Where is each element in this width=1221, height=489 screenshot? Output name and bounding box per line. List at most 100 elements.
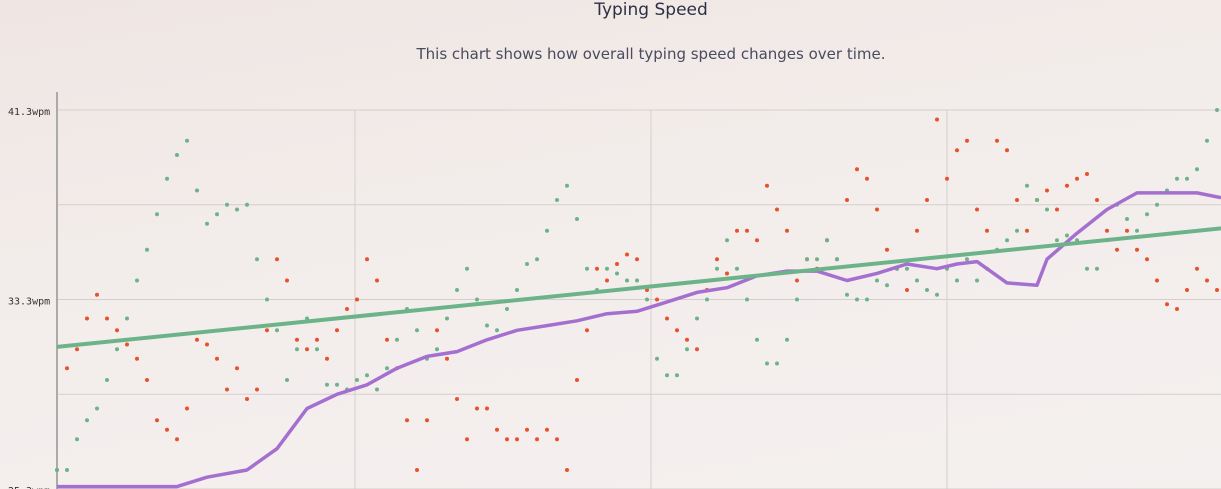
dot — [95, 406, 99, 411]
dot — [615, 271, 619, 276]
dot — [65, 366, 69, 371]
line — [56, 226, 1221, 349]
dot — [335, 328, 339, 333]
dot — [605, 266, 609, 271]
dot — [645, 288, 649, 293]
dot — [275, 257, 279, 262]
dot — [745, 228, 749, 233]
dot — [595, 266, 599, 271]
dot — [1195, 266, 1199, 271]
dot — [875, 278, 879, 283]
dot — [715, 257, 719, 262]
dot — [65, 468, 69, 473]
dot — [195, 337, 199, 342]
dot — [315, 347, 319, 352]
dot — [785, 337, 789, 342]
dot — [765, 361, 769, 366]
dot — [185, 406, 189, 411]
dot — [995, 138, 999, 143]
dot — [1065, 183, 1069, 188]
dot — [165, 176, 169, 181]
dot-series — [55, 117, 1219, 473]
dot — [1215, 288, 1219, 293]
dot — [435, 328, 439, 333]
dot — [1185, 176, 1189, 181]
dot — [225, 387, 229, 392]
dot — [205, 342, 209, 347]
dot — [1095, 198, 1099, 203]
dot — [135, 356, 139, 361]
dot — [105, 316, 109, 321]
dot — [1125, 228, 1129, 233]
dot — [1105, 228, 1109, 233]
dot — [455, 396, 459, 401]
dot — [975, 207, 979, 212]
dot — [235, 207, 239, 212]
dot — [885, 247, 889, 252]
dot — [1155, 278, 1159, 283]
dot — [475, 406, 479, 411]
dot — [665, 373, 669, 378]
dot — [505, 306, 509, 311]
dot — [325, 356, 329, 361]
dot — [245, 202, 249, 207]
dot — [245, 396, 249, 401]
dot — [925, 198, 929, 203]
dot — [105, 378, 109, 383]
dot — [85, 418, 89, 423]
dot — [685, 337, 689, 342]
dot — [685, 347, 689, 352]
dot — [955, 278, 959, 283]
dot — [155, 212, 159, 217]
dot — [1135, 228, 1139, 233]
dot — [885, 283, 889, 288]
dot — [1175, 306, 1179, 311]
dot — [255, 387, 259, 392]
dot — [1145, 212, 1149, 217]
dot — [375, 387, 379, 392]
dot — [1125, 216, 1129, 221]
dot — [175, 437, 179, 442]
dot — [285, 378, 289, 383]
y-tick-label: 41.3wpm — [8, 107, 50, 118]
dot — [495, 328, 499, 333]
dot — [1205, 138, 1209, 143]
dot-series — [55, 108, 1219, 473]
dot — [975, 278, 979, 283]
dot — [295, 347, 299, 352]
dot — [555, 437, 559, 442]
dot — [465, 437, 469, 442]
dot — [1055, 238, 1059, 243]
dot — [965, 138, 969, 143]
dot — [75, 437, 79, 442]
dot — [265, 328, 269, 333]
dot — [635, 278, 639, 283]
dot — [495, 427, 499, 432]
dot — [135, 278, 139, 283]
dot — [1115, 247, 1119, 252]
dot — [545, 427, 549, 432]
dot — [945, 176, 949, 181]
dot — [515, 437, 519, 442]
dot — [675, 373, 679, 378]
dot — [365, 257, 369, 262]
dot — [115, 347, 119, 352]
dot — [915, 278, 919, 283]
dot — [825, 238, 829, 243]
dot — [605, 278, 609, 283]
dot — [855, 167, 859, 172]
dot — [445, 356, 449, 361]
dot — [355, 297, 359, 302]
dot — [515, 288, 519, 293]
dot — [1145, 257, 1149, 262]
dot — [1045, 188, 1049, 193]
dot — [345, 306, 349, 311]
dot — [1185, 288, 1189, 293]
dot — [625, 278, 629, 283]
dot — [365, 373, 369, 378]
dot — [875, 207, 879, 212]
dot — [575, 216, 579, 221]
dot — [295, 337, 299, 342]
dot — [205, 221, 209, 226]
dot — [255, 257, 259, 262]
